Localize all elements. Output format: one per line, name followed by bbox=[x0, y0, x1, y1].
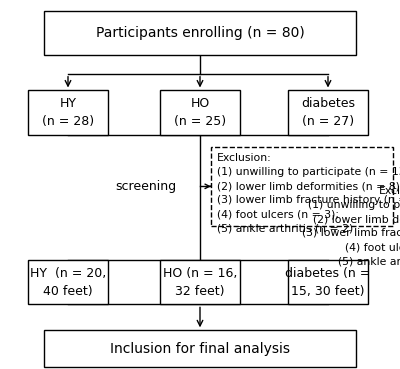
FancyBboxPatch shape bbox=[211, 146, 393, 226]
FancyBboxPatch shape bbox=[160, 260, 240, 304]
FancyBboxPatch shape bbox=[44, 11, 356, 55]
Text: Exclusion:
(1) unwilling to participate (n = 13);
(2) lower limb deformities (n : Exclusion: (1) unwilling to participate … bbox=[302, 186, 400, 266]
Text: HY
(n = 28): HY (n = 28) bbox=[42, 97, 94, 128]
Text: diabetes
(n = 27): diabetes (n = 27) bbox=[301, 97, 355, 128]
FancyBboxPatch shape bbox=[28, 260, 108, 304]
FancyBboxPatch shape bbox=[44, 330, 356, 367]
Text: HO (n = 16,
32 feet): HO (n = 16, 32 feet) bbox=[163, 267, 237, 298]
Text: diabetes (n =
15, 30 feet): diabetes (n = 15, 30 feet) bbox=[285, 267, 371, 298]
Text: Participants enrolling (n = 80): Participants enrolling (n = 80) bbox=[96, 26, 304, 40]
Text: Exclusion:
(1) unwilling to participate (n = 13);
(2) lower limb deformities (n : Exclusion: (1) unwilling to participate … bbox=[217, 154, 400, 233]
Text: screening: screening bbox=[115, 180, 176, 193]
FancyBboxPatch shape bbox=[288, 90, 368, 135]
Text: Inclusion for final analysis: Inclusion for final analysis bbox=[110, 342, 290, 356]
FancyBboxPatch shape bbox=[160, 90, 240, 135]
Text: HO
(n = 25): HO (n = 25) bbox=[174, 97, 226, 128]
FancyBboxPatch shape bbox=[288, 260, 368, 304]
Text: HY  (n = 20,
40 feet): HY (n = 20, 40 feet) bbox=[30, 267, 106, 298]
FancyBboxPatch shape bbox=[28, 90, 108, 135]
